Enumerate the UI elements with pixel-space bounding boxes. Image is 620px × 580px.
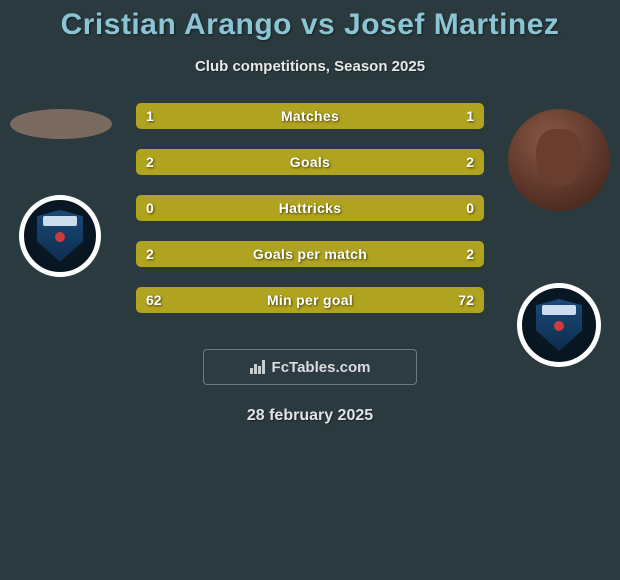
stat-rows: 11Matches 22Goals 00Hattricks 22Goals per m…	[136, 103, 484, 333]
stats-area: 11Matches 22Goals 00Hattricks 22Goals per m…	[0, 103, 620, 323]
comparison-card: Cristian Arango vs Josef Martinez Club c…	[0, 0, 620, 425]
chart-icon	[250, 360, 266, 374]
branding-box[interactable]: FcTables.com	[203, 349, 417, 385]
stat-row: 11Matches	[136, 103, 484, 129]
stat-label: Matches	[136, 103, 484, 129]
stat-label: Hattricks	[136, 195, 484, 221]
stat-row: 6272Min per goal	[136, 287, 484, 313]
stat-row: 22Goals per match	[136, 241, 484, 267]
stat-row: 00Hattricks	[136, 195, 484, 221]
branding-text: FcTables.com	[272, 359, 371, 376]
player2-club-logo	[517, 283, 601, 367]
quakes-shield-icon	[37, 210, 83, 262]
quakes-shield-icon	[536, 299, 582, 351]
player1-club-logo	[19, 195, 101, 277]
stat-label: Goals per match	[136, 241, 484, 267]
player1-avatar	[10, 109, 112, 139]
date-label: 28 february 2025	[0, 407, 620, 425]
stat-label: Goals	[136, 149, 484, 175]
stat-label: Min per goal	[136, 287, 484, 313]
subtitle: Club competitions, Season 2025	[0, 58, 620, 75]
player2-avatar	[508, 109, 610, 211]
stat-row: 22Goals	[136, 149, 484, 175]
page-title: Cristian Arango vs Josef Martinez	[0, 8, 620, 42]
